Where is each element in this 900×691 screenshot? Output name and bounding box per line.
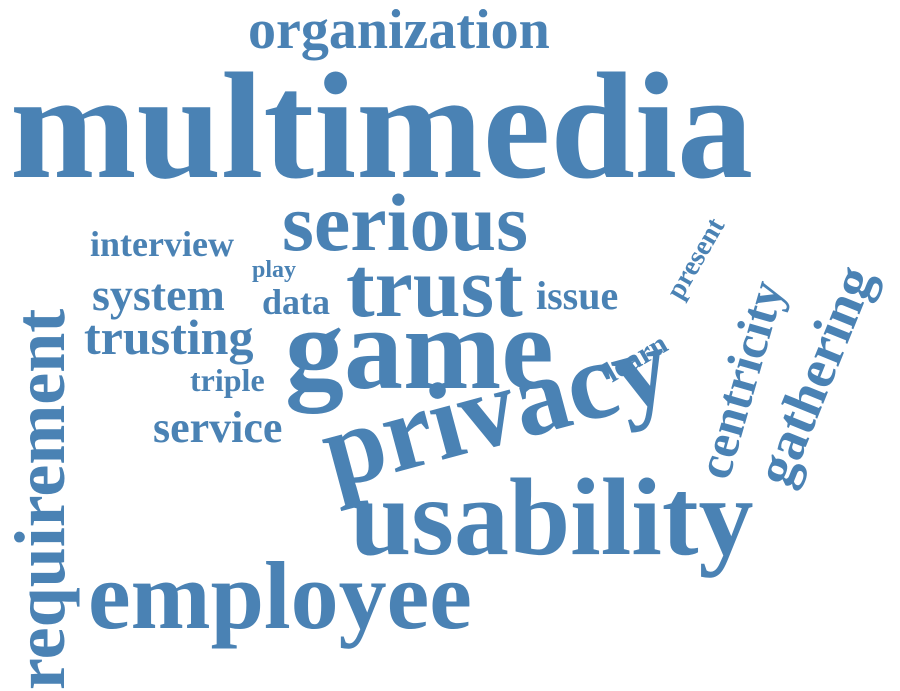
word-present: present	[660, 212, 732, 305]
word-system: system	[92, 269, 225, 320]
word-triple: triple	[190, 362, 265, 398]
word-trust: trust	[346, 239, 523, 335]
word-issue: issue	[536, 273, 619, 318]
word-service: service	[153, 403, 283, 452]
word-serious: serious	[282, 177, 528, 268]
word-usability: usability	[350, 456, 754, 578]
word-game: game	[285, 283, 554, 414]
word-employee: employee	[88, 542, 472, 649]
word-multimedia: multimedia	[10, 42, 754, 210]
word-interview: interview	[90, 224, 234, 264]
word-trusting: trusting	[84, 309, 254, 365]
word-requirement: requirement	[0, 308, 80, 690]
word-play: play	[252, 257, 297, 283]
word-organization: organization	[248, 0, 550, 61]
word-data: data	[262, 282, 331, 322]
